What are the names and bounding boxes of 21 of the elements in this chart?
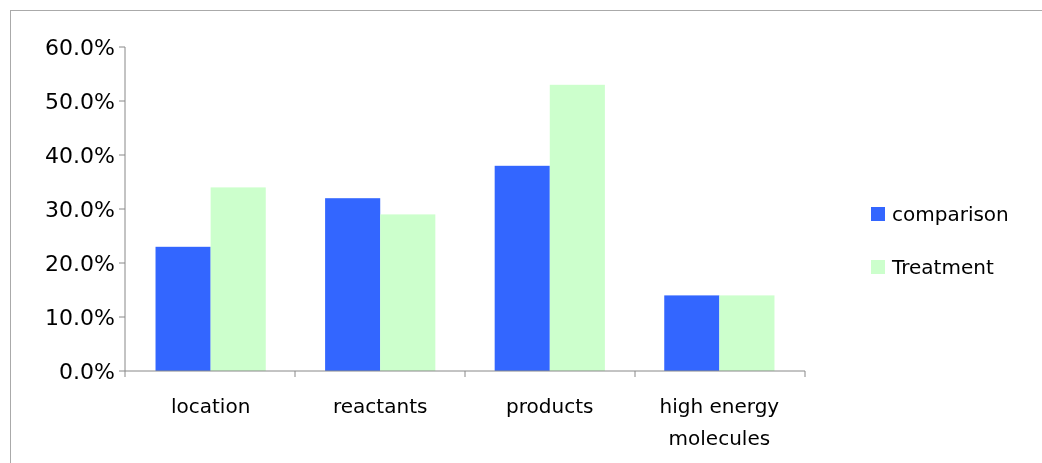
bar	[664, 295, 720, 371]
legend-label: Treatment	[891, 255, 994, 279]
y-tick-label: 10.0%	[45, 304, 115, 330]
bar	[210, 187, 266, 371]
bar	[155, 246, 211, 371]
y-tick-label: 30.0%	[45, 196, 115, 222]
y-tick-label: 0.0%	[59, 358, 115, 384]
bar	[549, 84, 605, 371]
x-tick-label: high energy molecules	[659, 394, 780, 450]
y-tick-label: 20.0%	[45, 250, 115, 276]
x-tick-label: products	[506, 394, 594, 418]
legend-label: comparison	[892, 202, 1009, 226]
bar	[380, 214, 436, 371]
y-tick-label: 40.0%	[45, 142, 115, 168]
y-tick-label: 60.0%	[45, 34, 115, 60]
y-tick-label: 50.0%	[45, 88, 115, 114]
bar	[325, 198, 381, 371]
bar	[494, 165, 550, 371]
bar	[719, 295, 775, 371]
x-tick-label: reactants	[333, 394, 428, 418]
x-tick-label: location	[170, 394, 251, 418]
